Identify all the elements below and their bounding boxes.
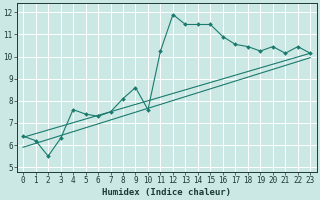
- X-axis label: Humidex (Indice chaleur): Humidex (Indice chaleur): [102, 188, 231, 197]
